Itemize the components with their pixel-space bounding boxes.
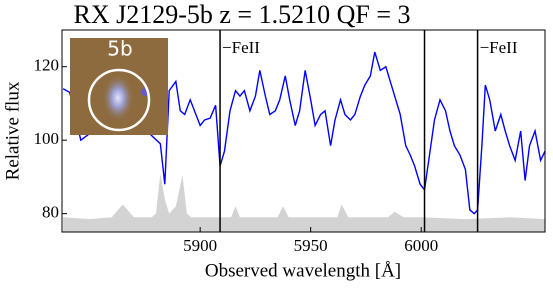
y-tick-label: 100 xyxy=(34,129,60,148)
x-axis-label: Observed wavelength [Å] xyxy=(205,260,401,281)
y-tick-label: 120 xyxy=(34,56,60,75)
inset-image: 5b xyxy=(70,37,168,135)
x-tick-label: 5950 xyxy=(294,236,328,255)
y-axis-label: Relative flux xyxy=(2,81,23,180)
inset-label: 5b xyxy=(107,37,132,61)
galaxy xyxy=(102,74,134,122)
y-tick-label: 80 xyxy=(42,203,59,222)
line-label: −FeII xyxy=(222,38,260,57)
x-tick-label: 6000 xyxy=(404,236,438,255)
chart-title: RX J2129-5b z = 1.5210 QF = 3 xyxy=(74,0,411,29)
aperture-circle xyxy=(87,68,151,132)
line-label: −FeII xyxy=(480,38,518,57)
x-tick-label: 5900 xyxy=(183,236,217,255)
axes-frame xyxy=(61,29,546,233)
error-area xyxy=(63,173,545,232)
